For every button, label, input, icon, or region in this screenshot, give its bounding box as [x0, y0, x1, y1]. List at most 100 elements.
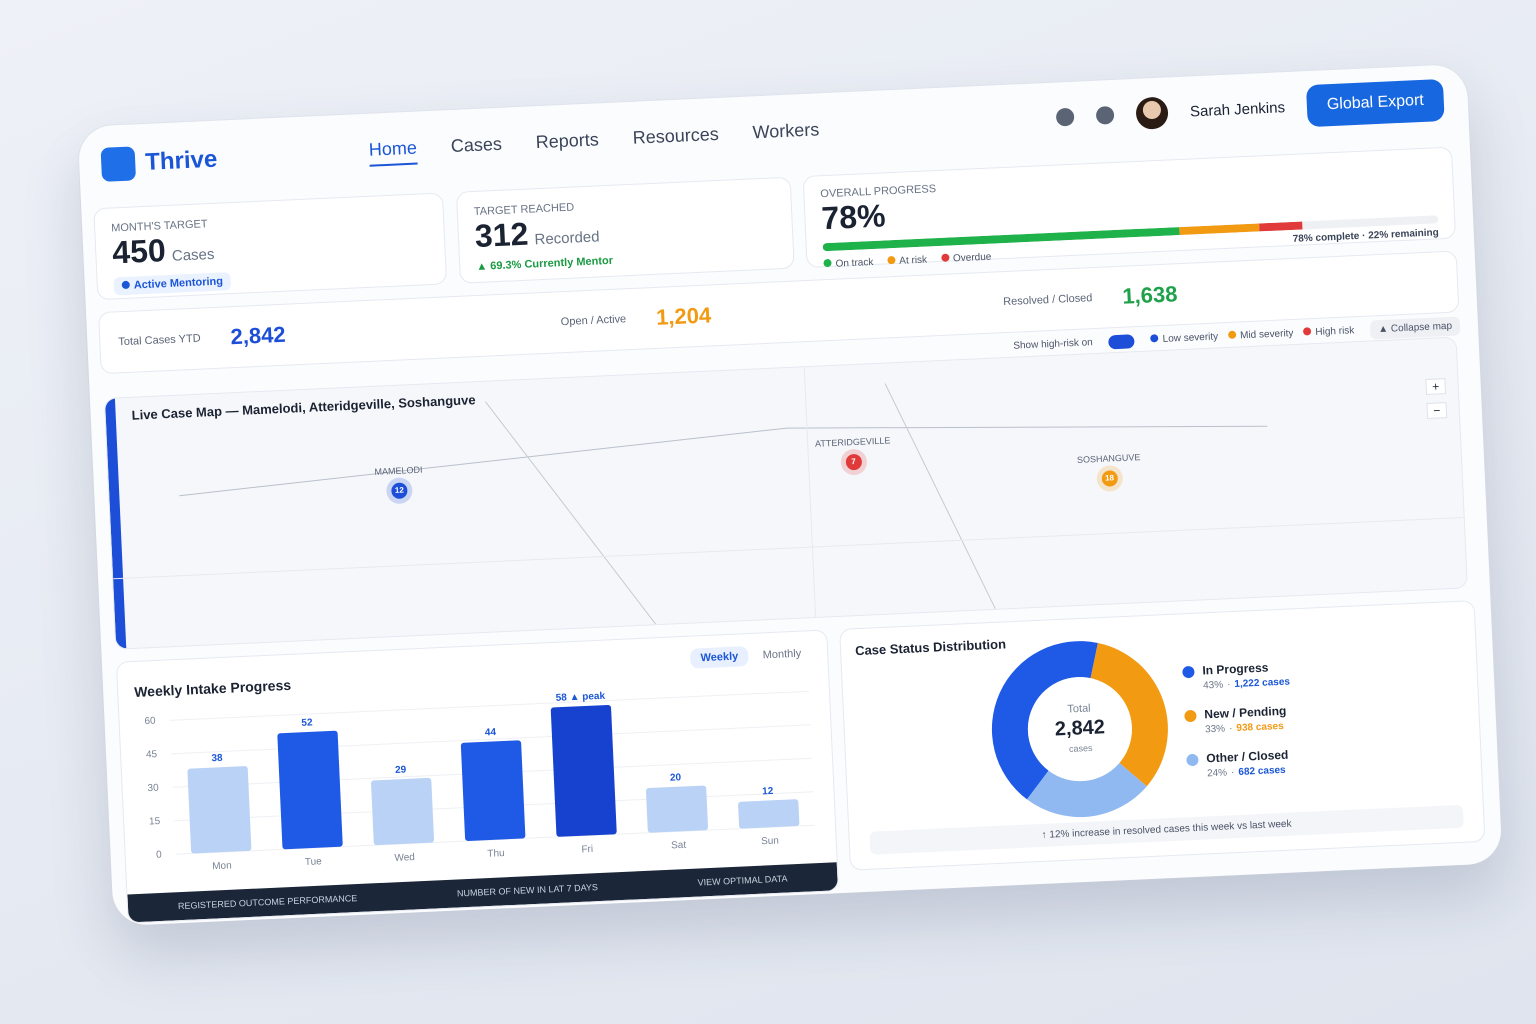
road: [485, 401, 657, 625]
grid-line: [169, 690, 809, 721]
legend-item: At risk: [887, 255, 927, 268]
legend-label: Low severity: [1162, 331, 1219, 345]
legend-percent: 24%: [1206, 767, 1228, 780]
reached-card: TARGET REACHED 312 Recorded ▲ 69.3% Curre…: [455, 176, 795, 284]
legend-detail: 24% · 682 cases: [1207, 765, 1289, 780]
marker-count: 7: [845, 453, 862, 471]
settings-icon[interactable]: [1055, 107, 1075, 127]
dot: [121, 280, 130, 290]
donut-slice: [991, 641, 1098, 800]
y-tick-label: 45: [146, 749, 158, 761]
bar: [645, 785, 709, 833]
map-marker: SOSHANGUVE 18: [1077, 452, 1142, 488]
legend-text: Other / Closed 24% · 682 cases: [1206, 748, 1289, 780]
bar: [187, 766, 252, 854]
road: [884, 383, 996, 610]
legend-detail: 33% · 938 cases: [1205, 721, 1287, 736]
donut-hole: [1027, 677, 1132, 782]
grid: [113, 516, 1464, 580]
header-actions: Sarah Jenkins Global Export: [1055, 78, 1445, 139]
zoom-out[interactable]: −: [1426, 402, 1448, 420]
x-tick-label: Tue: [305, 856, 323, 868]
legend-label: Mid severity: [1239, 328, 1294, 342]
donut-slice: [1090, 642, 1168, 787]
tab[interactable]: Monthly: [762, 647, 802, 662]
center-unit: cases: [1069, 743, 1093, 754]
stat: Total Cases YTD 2,842: [118, 310, 555, 356]
marker-count: 18: [1101, 470, 1118, 487]
dot: [823, 258, 832, 268]
stat-label: Total Cases YTD: [118, 332, 201, 349]
nav-item[interactable]: Cases: [450, 133, 503, 157]
legend-separator: ·: [1230, 767, 1235, 779]
bar: [550, 704, 617, 837]
avatar[interactable]: [1135, 96, 1169, 130]
user-name[interactable]: Sarah Jenkins: [1189, 98, 1286, 120]
donut-legend: In Progress 43% · 1,222 cases New / Pending 3…: [1182, 660, 1294, 781]
map-canvas: [113, 367, 1464, 625]
nav-item[interactable]: Workers: [752, 119, 820, 143]
progress-card: OVERALL PROGRESS 78% On track At risk Over…: [802, 146, 1457, 270]
dot: [940, 253, 950, 262]
footer-item[interactable]: VIEW OPTIMAL DATA: [697, 873, 788, 888]
road: [786, 425, 1268, 429]
legend-item: Overdue: [940, 251, 992, 265]
legend-item: Mid severity: [1227, 328, 1294, 342]
stat-value: 1,638: [1121, 281, 1178, 309]
legend-item: High risk: [1303, 325, 1355, 338]
nav-item[interactable]: Home: [368, 137, 418, 167]
weekly-panel: Weekly Intake Progress Weekly Monthly 0 1…: [115, 629, 840, 924]
value-label: 58 ▲ peak: [555, 691, 605, 704]
y-tick-label: 30: [147, 783, 159, 795]
zoom: + −: [1425, 378, 1448, 420]
marker-count: 12: [391, 482, 408, 500]
legend-item: Other / Closed 24% · 682 cases: [1186, 747, 1294, 780]
marker-label: SOSHANGUVE: [1076, 452, 1141, 465]
footer-item[interactable]: REGISTERED OUTCOME PERFORMANCE: [177, 893, 358, 912]
y-tick-label: 60: [144, 716, 156, 728]
map: Live Case Map — Mamelodi, Atteridgeville…: [103, 336, 1468, 650]
bell-icon[interactable]: [1095, 105, 1115, 125]
logo: [100, 146, 137, 182]
legend-percent: 43%: [1202, 679, 1224, 692]
value: 312: [474, 215, 530, 255]
nav-item[interactable]: Reports: [535, 129, 600, 153]
legend-text: In Progress 43% · 1,222 cases: [1202, 660, 1290, 692]
legend-dot: [1182, 665, 1195, 679]
tabs: Weekly Monthly: [690, 643, 811, 669]
brand-name: Thrive: [144, 145, 218, 176]
map-marker: ATTERIDGEVILLE 7: [815, 435, 892, 471]
toggle-label[interactable]: Show high-risk on: [1013, 337, 1093, 352]
value-label: 52: [301, 717, 313, 729]
grid-line: [171, 724, 811, 755]
collapse-button[interactable]: ▲ Collapse map: [1369, 316, 1461, 340]
tab[interactable]: Weekly: [690, 646, 749, 669]
legend-dot: [1186, 753, 1199, 767]
legend-label: On track: [835, 256, 874, 270]
bar-chart: 0 15 30 45 60 Mon 38 Tue 52 Wed 29 Thu 44 Fri 58 ▲ pea…: [144, 690, 816, 872]
nav-item[interactable]: Resources: [632, 123, 720, 148]
stat-label: Resolved / Closed: [1002, 292, 1093, 309]
road: [179, 427, 788, 497]
stat: Resolved / Closed 1,638: [1003, 269, 1440, 315]
status-panel: Case Status Distribution Total 2,842 cases…: [839, 600, 1486, 871]
toggle[interactable]: [1108, 333, 1136, 349]
footer-item[interactable]: NUMBER OF NEW IN LAT 7 DAYS: [456, 882, 599, 899]
legend-item: New / Pending 33% · 938 cases: [1184, 703, 1292, 736]
legend-label: High risk: [1315, 325, 1355, 338]
x-tick-label: Thu: [487, 848, 505, 860]
nav: Home Cases Reports Resources Workers: [368, 119, 820, 167]
legend-label: Overdue: [952, 251, 992, 265]
bar: [460, 740, 526, 841]
export-button[interactable]: Global Export: [1306, 78, 1445, 128]
legend-item: On track: [823, 256, 874, 270]
unit: Cases: [171, 245, 215, 265]
dashboard-card: Thrive Home Cases Reports Resources Work…: [77, 63, 1503, 927]
grid: [803, 367, 817, 617]
marker-label: MAMELODI: [374, 464, 423, 477]
value-label: 44: [485, 727, 497, 739]
zoom-in[interactable]: +: [1425, 378, 1447, 396]
bar: [371, 777, 435, 846]
